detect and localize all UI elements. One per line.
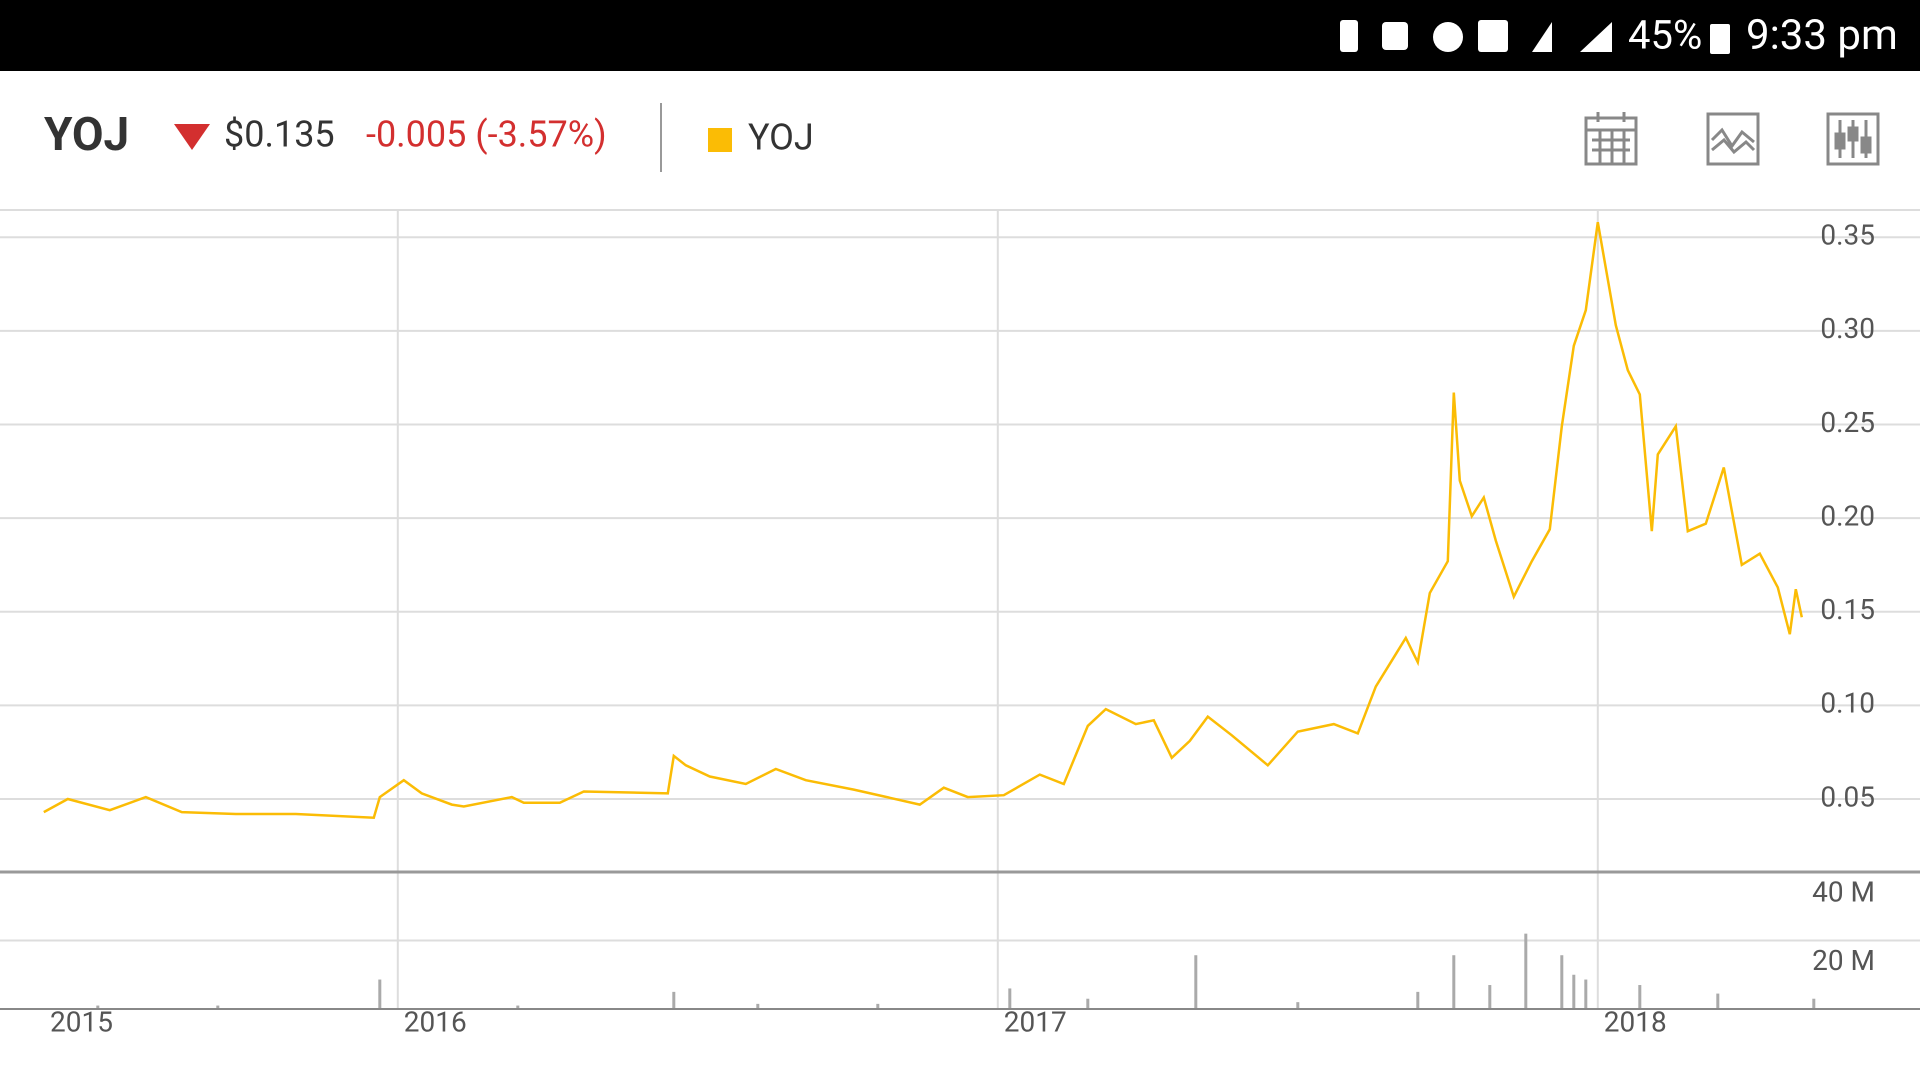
volume-bar [876,1003,880,1009]
volume-bar [1638,985,1642,1009]
volume-bar [1416,991,1420,1009]
volume-bar [216,1005,220,1009]
price: $0.135 [224,114,335,156]
clock: 9:33 pm [1746,11,1898,60]
volume-bar [1194,955,1198,1009]
legend-label[interactable]: YOJ [748,117,814,159]
volume-bar [1560,955,1564,1009]
indicators-button[interactable] [1826,112,1880,166]
price-change: -0.005 (-3.57%) [366,114,607,156]
y-tick-label: 0.10 [1820,687,1875,720]
down-arrow [174,124,210,150]
volume-bar [1452,955,1456,1009]
y-tick-label: 0.25 [1820,406,1875,439]
calendar-button[interactable] [1584,112,1638,166]
x-tick-label: 2017 [1004,1005,1067,1038]
volume-bar [1086,998,1090,1009]
legend-swatch [708,128,732,152]
volume-bar [516,1005,520,1009]
volume-bar [1296,1002,1300,1009]
x-tick-label: 2016 [404,1005,467,1038]
ticker: YOJ [44,108,129,162]
y-tick-label: 0.35 [1820,219,1875,252]
volume-bar [1716,993,1720,1009]
volume-bar [1572,974,1576,1009]
volume-bar [1488,985,1492,1009]
plot: 2015 2016 2017 2018 0.05 0.10 0.15 0.20 0.25 0.30… [0,211,1920,1038]
volume-bar [1008,988,1012,1009]
y-tick-label: 40 M [1812,875,1875,908]
compare-button[interactable] [1706,112,1760,166]
y-tick-label: 0.30 [1820,312,1875,345]
volume-bar [1524,933,1528,1009]
price-line [43,221,1804,819]
volume-bar [1812,998,1816,1009]
y-tick-label: 20 M [1812,944,1875,977]
status-icons [1340,20,1730,54]
x-tick-label: 2015 [50,1005,113,1038]
volume-bar [672,991,676,1009]
volume-bar [756,1003,760,1009]
y-tick-label: 0.15 [1820,593,1875,626]
y-tick-label: 0.20 [1820,499,1875,532]
volume-bar [378,979,382,1009]
volume-bar [1584,979,1588,1009]
toolbar [1584,112,1880,166]
y-tick-label: 0.05 [1820,780,1875,813]
volume-bar [96,1005,100,1009]
battery-percent: 45% [1628,12,1702,59]
x-tick-label: 2018 [1604,1005,1667,1038]
